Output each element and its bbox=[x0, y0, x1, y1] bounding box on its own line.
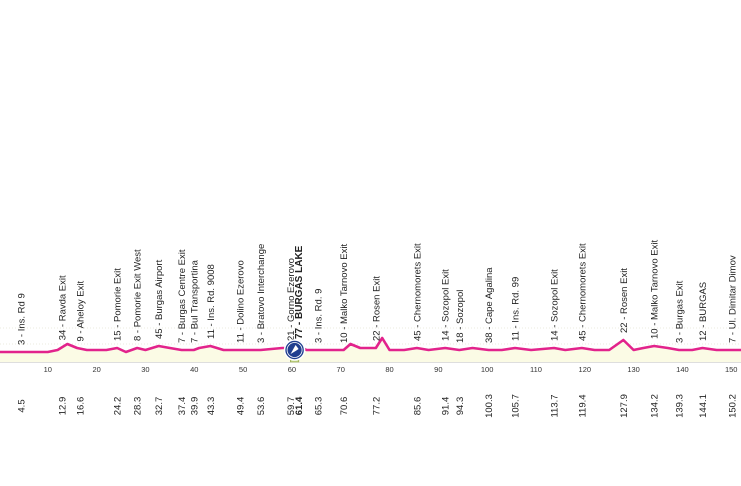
waypoint-km-label: 134.2 bbox=[650, 394, 661, 418]
waypoint-km-label: 43.3 bbox=[206, 397, 217, 416]
waypoint-name-label: 21 - Gorno Ezerovo bbox=[286, 258, 297, 341]
km-tick-label: 140 bbox=[676, 365, 689, 374]
waypoint-name-label: 10 - Malko Tarnovo Exit bbox=[339, 244, 350, 343]
km-tick-label: 150 bbox=[725, 365, 738, 374]
waypoint-km-label: 70.6 bbox=[339, 397, 350, 416]
waypoint-km-label: 4.5 bbox=[16, 399, 27, 412]
km-tick-label: 90 bbox=[434, 365, 442, 374]
waypoint-km-label: 85.6 bbox=[412, 397, 423, 416]
waypoint-km-labels: 4.5 12.9 16.6 24.2 28.3 32.7 37.4 39.9 43.3 49.4 5… bbox=[16, 394, 738, 418]
waypoint-name-label: 34 - Ravda Exit bbox=[57, 275, 68, 340]
waypoint-km-label: 24.2 bbox=[113, 397, 124, 416]
waypoint-km-label: 139.3 bbox=[675, 394, 686, 418]
km-tick-label: 110 bbox=[530, 365, 542, 374]
waypoint-km-label: 113.7 bbox=[550, 394, 561, 417]
waypoint-km-label: 91.4 bbox=[441, 397, 452, 416]
waypoint-km-label: 100.3 bbox=[484, 394, 495, 418]
waypoint-km-label: 28.3 bbox=[133, 397, 144, 416]
waypoint-km-label: 127.9 bbox=[619, 394, 630, 418]
waypoint-km-label: 144.1 bbox=[698, 394, 709, 418]
km-tick-label: 20 bbox=[92, 365, 100, 374]
waypoint-name-label: 45 - Burgas Airport bbox=[154, 259, 165, 339]
waypoint-km-label: 61.4 bbox=[294, 396, 305, 415]
waypoint-name-label: 18 - Sozopol bbox=[455, 290, 466, 343]
waypoint-name-label: 45 - Chernomorets Exit bbox=[412, 243, 423, 341]
km-tick-label: 40 bbox=[190, 365, 198, 374]
waypoint-name-label: 7 - Ul. Dimitar Dimov bbox=[728, 255, 739, 343]
sprint-finish-icon bbox=[283, 339, 306, 361]
km-tick-label: 120 bbox=[579, 365, 592, 374]
km-tick-label: 100 bbox=[481, 365, 494, 374]
waypoint-km-label: 150.2 bbox=[728, 394, 739, 418]
profile-fill bbox=[0, 338, 741, 362]
waypoint-km-label: 94.3 bbox=[455, 397, 466, 416]
waypoint-name-label: 77 - BURGAS LAKE bbox=[294, 245, 305, 339]
waypoint-km-label: 12.9 bbox=[57, 397, 68, 416]
waypoint-km-label: 77.2 bbox=[371, 397, 382, 416]
waypoint-km-label: 119.4 bbox=[577, 394, 588, 417]
waypoint-km-label: 37.4 bbox=[177, 397, 188, 416]
waypoint-km-label: 39.9 bbox=[189, 397, 200, 416]
waypoint-name-label: 14 - Sozopol Exit bbox=[441, 269, 452, 341]
waypoint-name-label: 7 - Burgas Centre Exit bbox=[177, 249, 188, 343]
km-tick-label: 80 bbox=[385, 365, 393, 374]
waypoint-name-label: 11 - Ins. Rd. 99 bbox=[510, 277, 521, 341]
waypoint-name-label: 10 - Malko Tarnovo Exit bbox=[650, 240, 661, 339]
km-tick-label: 50 bbox=[239, 365, 247, 374]
km-tick-label: 60 bbox=[288, 365, 296, 374]
profile-series-line bbox=[0, 336, 741, 354]
waypoint-km-label: 105.7 bbox=[510, 394, 521, 418]
waypoint-name-label: 11 - Dolino Ezerovo bbox=[236, 260, 247, 343]
waypoint-name-label: 3 - Burgas Exit bbox=[675, 280, 686, 343]
sprint-badge bbox=[283, 339, 306, 361]
km-tick-label: 10 bbox=[44, 365, 52, 374]
waypoint-km-label: 65.3 bbox=[313, 397, 324, 416]
waypoint-labels: 3 - Ins. Rd 9 34 - Ravda Exit 9 - Aheloy E… bbox=[16, 240, 738, 345]
waypoint-name-label: 11 - Ins. Rd. 9008 bbox=[206, 264, 217, 339]
km-tick-label: 70 bbox=[337, 365, 345, 374]
waypoint-name-label: 3 - Bratovo Interchange bbox=[256, 244, 267, 343]
waypoint-name-label: 7 - Bul Transportina bbox=[189, 259, 200, 343]
waypoint-km-label: 53.6 bbox=[256, 397, 267, 416]
waypoint-name-label: 12 - BURGAS bbox=[698, 282, 709, 341]
waypoint-name-label: 3 - Ins. Rd. 9 bbox=[313, 289, 324, 343]
km-tick-label: 30 bbox=[141, 365, 149, 374]
waypoint-name-label: 15 - Pomorie Exit bbox=[113, 268, 124, 341]
waypoint-name-label: 14 - Sozopol Exit bbox=[550, 269, 561, 341]
waypoint-name-label: 22 - Rosen Exit bbox=[619, 268, 630, 333]
waypoint-km-label: 49.4 bbox=[236, 397, 247, 416]
waypoint-name-label: 38 - Cape Agalina bbox=[484, 267, 495, 343]
profile-line bbox=[0, 336, 741, 354]
waypoint-km-label: 32.7 bbox=[154, 397, 165, 416]
waypoint-name-label: 8 - Pomorie Exit West bbox=[133, 249, 144, 341]
waypoint-km-label: 59.7 bbox=[286, 397, 297, 416]
km-tick-label: 130 bbox=[627, 365, 640, 374]
km-tick-labels: 10 20 30 40 50 60 70 80 90 100 110 120 130 140 150 bbox=[44, 365, 738, 374]
waypoint-name-label: 3 - Ins. Rd 9 bbox=[16, 293, 27, 345]
waypoint-km-label: 16.6 bbox=[76, 397, 87, 416]
waypoint-name-label: 45 - Chernomorets Exit bbox=[577, 243, 588, 341]
waypoint-name-label: 22 - Rosen Exit bbox=[371, 276, 382, 341]
waypoint-name-label: 9 - Aheloy Exit bbox=[76, 281, 87, 342]
